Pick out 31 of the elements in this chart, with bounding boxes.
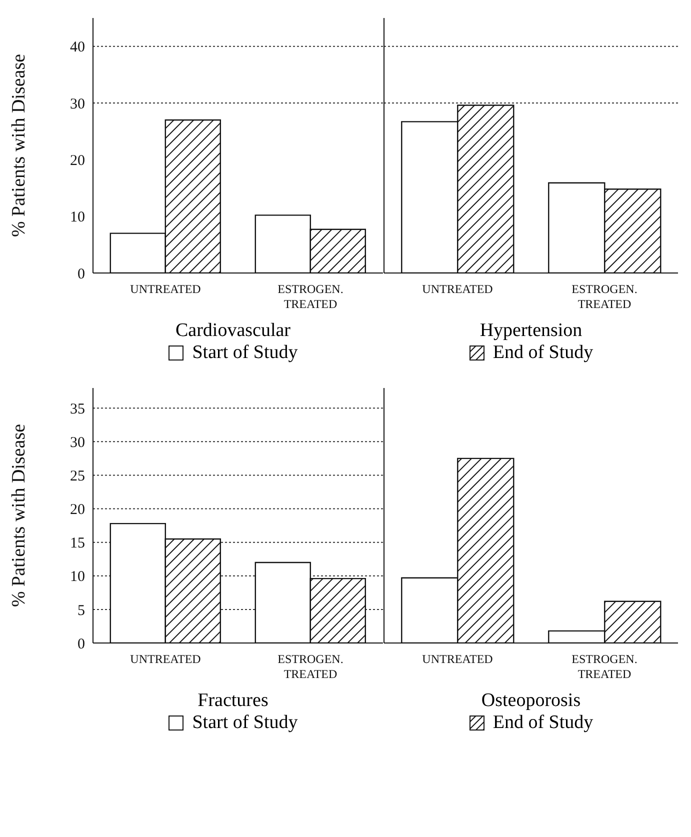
y-tick-label: 15 (70, 536, 85, 552)
y-tick-label: 0 (78, 266, 85, 282)
x-tick-label: UNTREATED (422, 282, 494, 296)
x-tick-label: ESTROGEN. TREATED (572, 282, 638, 311)
x-tick-label: UNTREATED (130, 282, 202, 296)
legend-label: Start of Study (192, 712, 298, 734)
y-tick-label: 35 (70, 401, 85, 418)
y-axis-title: % Patients with Disease (8, 424, 30, 608)
y-tick-label: 40 (70, 40, 85, 56)
y-tick-label: 30 (70, 435, 85, 452)
x-axis-title: Fractures (196, 690, 270, 712)
text: End of Study (492, 342, 594, 364)
x-tick-label: UNTREATED (130, 652, 202, 666)
y-tick-label: 10 (70, 569, 85, 586)
y-tick-label: 0 (78, 636, 85, 652)
x-tick-label: ESTROGEN. TREATED (278, 652, 344, 681)
y-tick-label: 5 (78, 602, 85, 619)
x-axis-title: Cardiovascular (174, 320, 292, 342)
x-axis-title: Hypertension (478, 320, 584, 342)
y-axis-title: % Patients with Disease (8, 54, 30, 238)
y-tick-label: 25 (70, 468, 85, 485)
y-tick-label: 20 (70, 502, 85, 518)
y-tick-label: 30 (70, 96, 85, 112)
x-tick-label: ESTROGEN. TREATED (278, 282, 344, 311)
x-axis-title: Osteoporosis (480, 690, 582, 712)
x-tick-label: UNTREATED (422, 652, 494, 666)
legend-label: Start of Study (192, 342, 298, 364)
text: End of Study (492, 712, 594, 734)
y-tick-label: 20 (70, 152, 85, 169)
y-tick-label: 10 (70, 210, 85, 226)
x-tick-label: ESTROGEN. TREATED (572, 652, 638, 681)
